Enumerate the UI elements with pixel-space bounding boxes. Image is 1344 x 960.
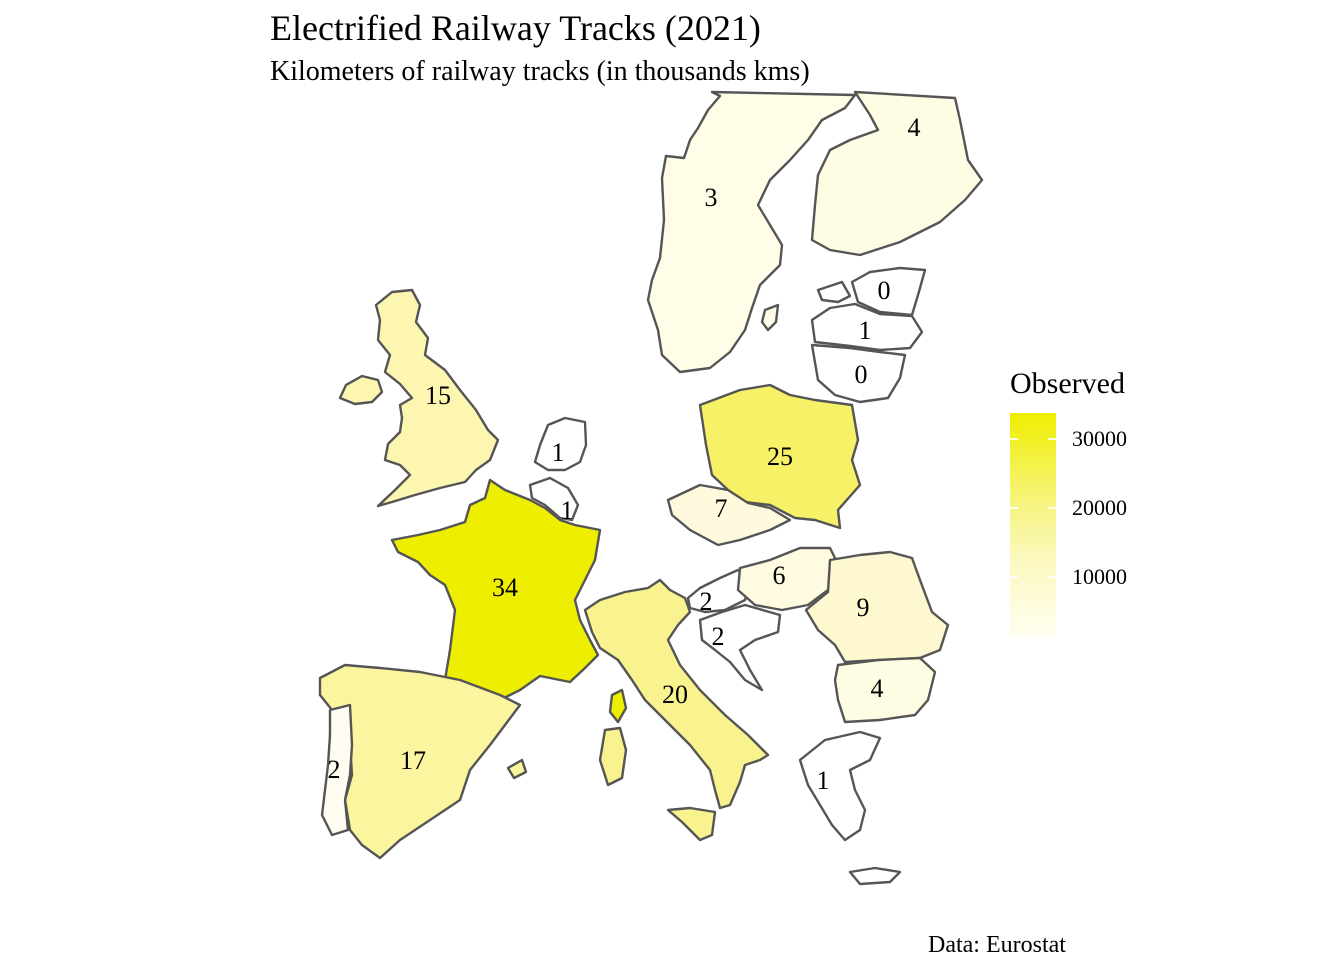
- country-value-label-france: 34: [492, 573, 518, 602]
- country-denmark: [816, 280, 852, 304]
- chart-title: Electrified Railway Tracks (2021): [270, 8, 761, 48]
- country-value-label-bulgaria: 4: [871, 674, 884, 703]
- country-netherlands[interactable]: [533, 416, 588, 472]
- country-value-label-slovenia: 2: [712, 622, 725, 651]
- country-estonia[interactable]: [850, 266, 927, 317]
- legend-tick-mark: [1010, 438, 1018, 440]
- country-united-kingdom[interactable]: [374, 288, 500, 508]
- legend-title: Observed: [1010, 367, 1125, 400]
- legend-tick-mark: [1010, 576, 1018, 578]
- country-bulgaria[interactable]: [833, 656, 937, 724]
- country-value-label-netherlands: 1: [552, 438, 565, 467]
- country-czechia[interactable]: [666, 483, 792, 547]
- country-value-label-hungary: 6: [773, 561, 786, 590]
- country-portugal[interactable]: [320, 703, 354, 837]
- country-value-label-romania: 9: [857, 593, 870, 622]
- country-value-label-sweden: 3: [705, 183, 718, 212]
- country-value-label-finland: 4: [908, 113, 921, 142]
- chart-subtitle: Kilometers of railway tracks (in thousan…: [270, 56, 810, 87]
- country-value-label-belgium: 1: [561, 496, 574, 525]
- country-ireland: [338, 374, 384, 406]
- country-romania[interactable]: [804, 550, 950, 664]
- island-sicily: [666, 806, 717, 842]
- country-value-label-poland: 25: [767, 442, 793, 471]
- island-balearic: [506, 758, 528, 780]
- country-value-label-austria: 2: [700, 587, 713, 616]
- country-value-label-italy: 20: [662, 680, 688, 709]
- country-finland[interactable]: [810, 90, 984, 257]
- country-france[interactable]: [390, 478, 602, 702]
- legend-tick-label: 30000: [1072, 426, 1127, 451]
- country-value-label-spain: 17: [400, 746, 426, 775]
- country-value-label-united-kingdom: 15: [425, 381, 451, 410]
- country-value-label-latvia: 1: [859, 316, 872, 345]
- country-slovenia[interactable]: [698, 603, 782, 692]
- island-crete: [848, 866, 902, 886]
- country-greece[interactable]: [798, 730, 882, 842]
- island-corsica: [608, 688, 628, 724]
- legend-tick-mark: [1048, 576, 1056, 578]
- legend-tick-mark: [1010, 507, 1018, 509]
- legend-colorbar: [1010, 413, 1056, 637]
- country-lithuania[interactable]: [810, 343, 907, 404]
- country-italy[interactable]: [583, 578, 770, 810]
- legend-tick-mark: [1048, 438, 1056, 440]
- legend-tick-label: 10000: [1072, 564, 1127, 589]
- country-value-label-estonia: 0: [878, 276, 891, 305]
- island-gotland: [760, 303, 780, 332]
- country-latvia[interactable]: [810, 302, 924, 352]
- country-belgium[interactable]: [528, 476, 580, 522]
- data-source-caption: Data: Eurostat: [928, 932, 1066, 958]
- country-value-label-czechia: 7: [715, 494, 728, 523]
- island-sardinia: [598, 726, 628, 787]
- country-value-label-lithuania: 0: [855, 360, 868, 389]
- legend-tick-label: 20000: [1072, 495, 1127, 520]
- country-sweden[interactable]: [646, 90, 857, 374]
- country-value-label-greece: 1: [817, 766, 830, 795]
- legend-tick-mark: [1048, 507, 1056, 509]
- country-value-label-portugal: 2: [328, 755, 341, 784]
